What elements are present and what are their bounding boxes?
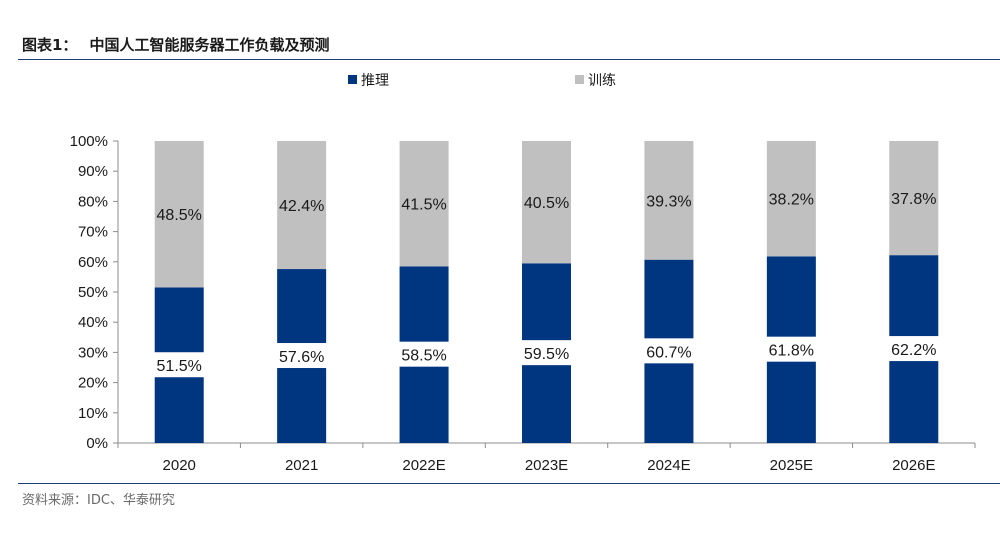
- legend-label-inference: 推理: [361, 73, 389, 89]
- legend-swatch-training: [575, 75, 584, 84]
- data-label-training: 40.5%: [524, 195, 569, 212]
- x-tick-label: 2021: [285, 457, 318, 474]
- source-note: 资料来源：IDC、华泰研究: [22, 493, 175, 508]
- figure-title: 图表1： 中国人工智能服务器工作负载及预测: [22, 34, 329, 55]
- data-label-training: 38.2%: [769, 192, 814, 209]
- y-tick-label: 80%: [78, 193, 108, 210]
- data-label-inference: 62.2%: [891, 342, 936, 359]
- bar-training: [889, 141, 939, 256]
- x-tick-label: 2023E: [525, 457, 568, 474]
- data-labels: 51.5% 48.5% 57.6% 42.4% 58.5% 41.5% 59.5% 40.5%…: [150, 191, 943, 378]
- bottom-rule: [18, 483, 1000, 484]
- data-label-inference: 57.6%: [279, 349, 324, 366]
- x-tick-label: 2024E: [647, 457, 690, 474]
- y-tick-label: 70%: [78, 224, 108, 241]
- data-label-training: 48.5%: [157, 207, 202, 224]
- data-label-box: [762, 336, 821, 362]
- y-tick-label: 50%: [78, 284, 108, 301]
- y-tick-label: 60%: [78, 254, 108, 271]
- data-label-box: [150, 352, 209, 378]
- data-label-inference: 51.5%: [157, 358, 202, 375]
- data-label-box: [884, 336, 943, 362]
- data-label-inference: 59.5%: [524, 346, 569, 363]
- bar-training: [766, 141, 816, 257]
- y-tick-label: 40%: [78, 314, 108, 331]
- data-label-box: [395, 341, 454, 367]
- chart-legend: 推理 训练: [348, 73, 616, 89]
- data-label-box: [517, 340, 576, 366]
- figure-number: 图表1：: [22, 36, 78, 54]
- x-tick-label: 2026E: [892, 457, 935, 474]
- bars: [154, 141, 939, 443]
- y-tick-label: 100%: [70, 133, 108, 150]
- x-tick-label: 2025E: [770, 457, 813, 474]
- bar-training: [522, 141, 571, 264]
- x-tick-label: 2022E: [402, 457, 445, 474]
- top-rule: [18, 59, 1000, 60]
- bar-training: [399, 141, 449, 267]
- y-tick-label: 0%: [86, 435, 108, 452]
- data-label-inference: 60.7%: [646, 344, 691, 361]
- data-label-inference: 61.8%: [769, 343, 814, 360]
- data-label-training: 39.3%: [646, 193, 691, 210]
- bar-training: [277, 141, 327, 270]
- y-tick-label: 90%: [78, 163, 108, 180]
- data-label-training: 41.5%: [401, 197, 446, 214]
- data-label-box: [272, 343, 331, 369]
- data-label-training: 42.4%: [279, 198, 324, 215]
- figure-title-text: 中国人工智能服务器工作负载及预测: [89, 36, 330, 54]
- data-label-inference: 58.5%: [401, 348, 446, 365]
- data-label-training: 37.8%: [891, 191, 936, 208]
- y-tick-label: 30%: [78, 344, 108, 361]
- data-label-box: [639, 338, 698, 364]
- legend-label-training: 训练: [588, 73, 616, 89]
- y-tick-label: 20%: [78, 375, 108, 392]
- bar-training: [644, 141, 694, 260]
- legend-swatch-inference: [348, 75, 357, 84]
- x-tick-label: 2020: [163, 457, 196, 474]
- y-tick-label: 10%: [78, 405, 108, 422]
- bar-training: [154, 141, 204, 288]
